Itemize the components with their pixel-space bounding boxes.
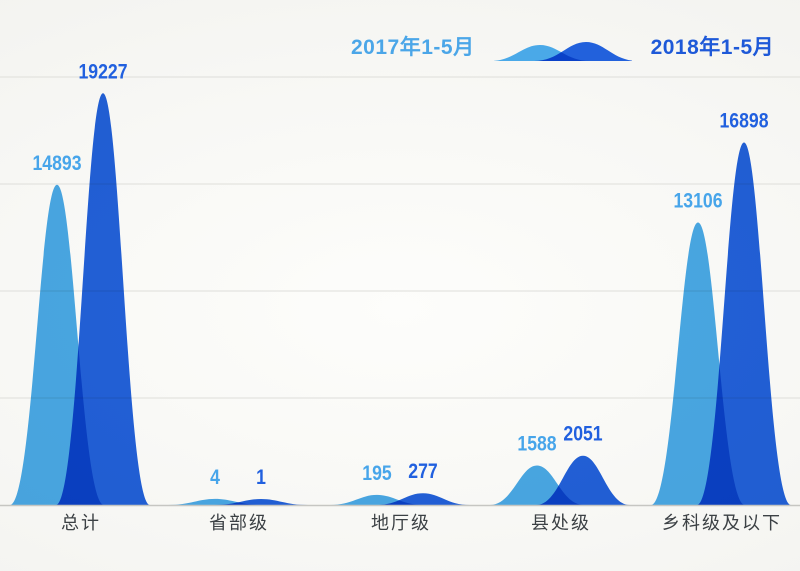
- category-label-总计: 总计: [61, 513, 101, 533]
- hill-2018年1-5月-乡科级及以下: [697, 142, 791, 505]
- legend-label-2017: 2017年1-5月: [351, 36, 475, 59]
- hill-2018年1-5月-省部级: [214, 499, 308, 505]
- value-label-2017年1-5月-总计: 14893: [32, 151, 81, 175]
- hill-2018年1-5月-县处级: [536, 455, 630, 505]
- value-label-2018年1-5月-县处级: 2051: [563, 422, 602, 446]
- value-label-2017年1-5月-地厅级: 195: [362, 461, 392, 485]
- value-label-2018年1-5月-总计: 19227: [78, 60, 127, 84]
- value-label-2017年1-5月-省部级: 4: [210, 465, 220, 489]
- category-label-地厅级: 地厅级: [371, 513, 431, 533]
- hill-2018年1-5月-总计: [56, 93, 150, 506]
- value-label-2018年1-5月-乡科级及以下: 16898: [719, 109, 768, 133]
- value-label-2017年1-5月-乡科级及以下: 13106: [673, 189, 722, 213]
- category-label-乡科级及以下: 乡科级及以下: [662, 513, 782, 533]
- legend-hills-icon: [493, 42, 632, 61]
- legend-hill-2018: [533, 42, 632, 61]
- category-label-省部级: 省部级: [209, 513, 269, 533]
- value-label-2018年1-5月-省部级: 1: [256, 466, 266, 490]
- legend: 2017年1-5月 2018年1-5月: [351, 30, 774, 62]
- category-label-县处级: 县处级: [531, 513, 591, 533]
- value-label-2018年1-5月-地厅级: 277: [408, 460, 437, 484]
- value-label-2017年1-5月-县处级: 1588: [517, 432, 556, 456]
- legend-label-2018: 2018年1-5月: [650, 36, 775, 59]
- hill-2018年1-5月-地厅级: [376, 493, 470, 505]
